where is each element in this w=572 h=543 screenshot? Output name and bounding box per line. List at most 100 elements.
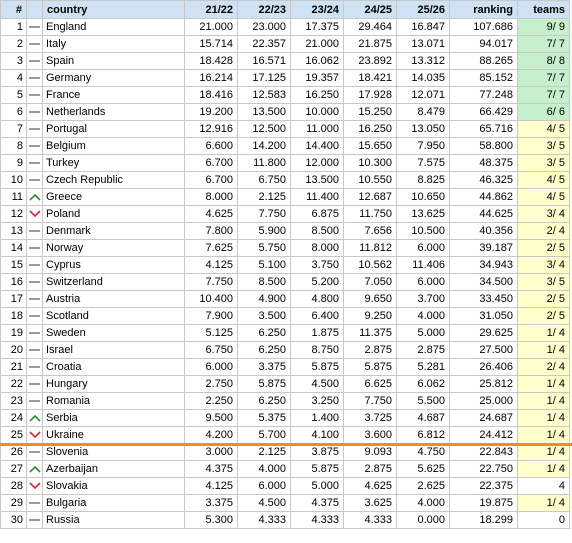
season-points: 7.900 [184, 307, 238, 325]
country-name: Cyprus [42, 256, 185, 274]
season-points: 5.750 [237, 239, 291, 257]
ranking-value: 88.265 [449, 52, 518, 70]
season-points: 3.250 [290, 392, 344, 410]
table-row[interactable]: 23 Romania 2.250 6.250 3.250 7.750 5.500 25.000… [0, 392, 570, 410]
country-name: Serbia [42, 409, 185, 427]
season-points: 1.875 [290, 324, 344, 342]
season-points: 13.500 [290, 171, 344, 189]
teams-remaining: 8/ 8 [517, 52, 570, 70]
table-row[interactable]: 21 Croatia 6.000 3.375 5.875 5.875 5.281 26.406… [0, 358, 570, 376]
season-points: 23.892 [343, 52, 397, 70]
trend-unchanged-icon [26, 239, 43, 257]
table-row[interactable]: 9 Turkey 6.700 11.800 12.000 10.300 7.575 48.37… [0, 154, 570, 172]
season-points: 2.750 [184, 375, 238, 393]
season-points: 6.875 [290, 205, 344, 223]
table-row[interactable]: 3 Spain 18.428 16.571 16.062 23.892 13.312 88.2… [0, 52, 570, 70]
table-row[interactable]: 15 Cyprus 4.125 5.100 3.750 10.562 11.406 34.94… [0, 256, 570, 274]
table-row[interactable]: 14 Norway 7.625 5.750 8.000 11.812 6.000 39.187… [0, 239, 570, 257]
season-points: 5.700 [237, 426, 291, 444]
col-header-season-24-25[interactable]: 24/25 [343, 0, 397, 19]
chevron-down-icon [28, 431, 41, 439]
table-row[interactable]: 19 Sweden 5.125 6.250 1.875 11.375 5.000 29.625… [0, 324, 570, 342]
table-row[interactable]: 20 Israel 6.750 6.250 8.750 2.875 2.875 27.500 1… [0, 341, 570, 359]
table-row[interactable]: 2 Italy 15.714 22.357 21.000 21.875 13.071 94.0… [0, 35, 570, 53]
table-row[interactable]: 18 Scotland 7.900 3.500 6.400 9.250 4.000 31.05… [0, 307, 570, 325]
season-points: 6.750 [237, 171, 291, 189]
table-row[interactable]: 7 Portugal 12.916 12.500 11.000 16.250 13.050 6… [0, 120, 570, 138]
table-row[interactable]: 17 Austria 10.400 4.900 4.800 9.650 3.700 33.45… [0, 290, 570, 308]
row-index: 22 [0, 375, 27, 393]
ranking-value: 25.000 [449, 392, 518, 410]
dash-icon [29, 332, 40, 335]
teams-remaining: 0 [517, 511, 570, 529]
table-row[interactable]: 1 England 21.000 23.000 17.375 29.464 16.847 10… [0, 18, 570, 36]
table-row[interactable]: 12 Poland 4.625 7.750 6.875 11.750 13.625 44.62… [0, 205, 570, 223]
trend-unchanged-icon [26, 375, 43, 393]
qualification-cutoff-line [0, 442, 572, 446]
season-points: 18.428 [184, 52, 238, 70]
table-row[interactable]: 4 Germany 16.214 17.125 19.357 18.421 14.035 85… [0, 69, 570, 87]
table-row[interactable]: 16 Switzerland 7.750 8.500 5.200 7.050 6.000 34… [0, 273, 570, 291]
ranking-value: 77.248 [449, 86, 518, 104]
season-points: 3.600 [343, 426, 397, 444]
col-header-season-21-22[interactable]: 21/22 [184, 0, 238, 19]
season-points: 4.625 [343, 477, 397, 495]
col-header-teams[interactable]: teams [517, 0, 570, 19]
season-points: 5.875 [290, 358, 344, 376]
teams-remaining: 1/ 4 [517, 426, 570, 444]
trend-unchanged-icon [26, 307, 43, 325]
table-row[interactable]: 8 Belgium 6.600 14.200 14.400 15.650 7.950 58.8… [0, 137, 570, 155]
country-name: Switzerland [42, 273, 185, 291]
country-name: Poland [42, 205, 185, 223]
col-header-index[interactable]: # [0, 0, 27, 19]
col-header-season-25-26[interactable]: 25/26 [396, 0, 450, 19]
trend-unchanged-icon [26, 341, 43, 359]
country-name: Azerbaijan [42, 460, 185, 478]
table-row[interactable]: 6 Netherlands 19.200 13.500 10.000 15.250 8.47… [0, 103, 570, 121]
country-name: Slovakia [42, 477, 185, 495]
season-points: 4.375 [290, 494, 344, 512]
trend-unchanged-icon [26, 103, 43, 121]
teams-remaining: 7/ 7 [517, 69, 570, 87]
season-points: 6.750 [184, 341, 238, 359]
table-row[interactable]: 25 Ukraine 4.200 5.700 4.100 3.600 6.812 24.412… [0, 426, 570, 444]
teams-remaining: 4/ 5 [517, 171, 570, 189]
ranking-value: 107.686 [449, 18, 518, 36]
table-row[interactable]: 27 Azerbaijan 4.375 4.000 5.875 2.875 5.625 22.… [0, 460, 570, 478]
season-points: 16.847 [396, 18, 450, 36]
table-row[interactable]: 28 Slovakia 4.125 6.000 5.000 4.625 2.625 22.37… [0, 477, 570, 495]
ranking-value: 94.017 [449, 35, 518, 53]
season-points: 2.875 [396, 341, 450, 359]
season-points: 4.800 [290, 290, 344, 308]
season-points: 4.687 [396, 409, 450, 427]
season-points: 5.100 [237, 256, 291, 274]
chevron-up-icon [28, 465, 41, 473]
table-row[interactable]: 29 Bulgaria 3.375 4.500 4.375 3.625 4.000 19.87… [0, 494, 570, 512]
table-row[interactable]: 26 Slovenia 3.000 2.125 3.875 9.093 4.750 22.84… [0, 443, 570, 461]
season-points: 3.625 [343, 494, 397, 512]
season-points: 3.000 [184, 443, 238, 461]
table-row[interactable]: 22 Hungary 2.750 5.875 4.500 6.625 6.062 25.812… [0, 375, 570, 393]
row-index: 2 [0, 35, 27, 53]
col-header-ranking[interactable]: ranking [449, 0, 518, 19]
col-header-country[interactable]: country [42, 0, 185, 19]
col-header-season-22-23[interactable]: 22/23 [237, 0, 291, 19]
table-row[interactable]: 10 Czech Republic 6.700 6.750 13.500 10.550 8.… [0, 171, 570, 189]
season-points: 6.700 [184, 154, 238, 172]
table-row[interactable]: 30 Russia 5.300 4.333 4.333 4.333 0.000 18.299 0 [0, 511, 570, 529]
table-row[interactable]: 13 Denmark 7.800 5.900 8.500 7.656 10.500 40.35… [0, 222, 570, 240]
row-index: 19 [0, 324, 27, 342]
country-name: Scotland [42, 307, 185, 325]
table-row[interactable]: 5 France 18.416 12.583 16.250 17.928 12.071 77.… [0, 86, 570, 104]
ranking-value: 27.500 [449, 341, 518, 359]
season-points: 10.562 [343, 256, 397, 274]
col-header-season-23-24[interactable]: 23/24 [290, 0, 344, 19]
season-points: 5.281 [396, 358, 450, 376]
season-points: 0.000 [396, 511, 450, 529]
season-points: 7.950 [396, 137, 450, 155]
season-points: 4.125 [184, 256, 238, 274]
table-row[interactable]: 11 Greece 8.000 2.125 11.400 12.687 10.650 44.8… [0, 188, 570, 206]
season-points: 3.750 [290, 256, 344, 274]
season-points: 5.500 [396, 392, 450, 410]
table-row[interactable]: 24 Serbia 9.500 5.375 1.400 3.725 4.687 24.687 1… [0, 409, 570, 427]
